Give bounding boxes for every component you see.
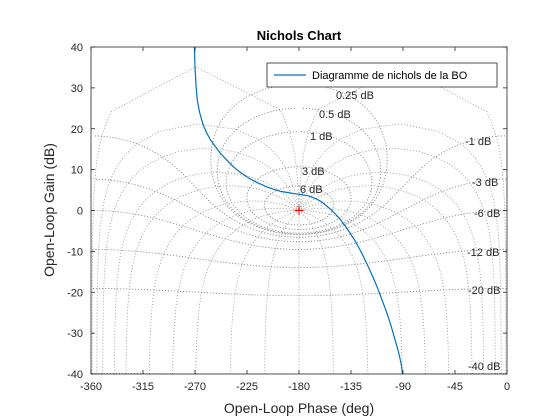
y-tick-label: -40 [67, 369, 83, 381]
x-tick-label: -270 [184, 381, 206, 393]
y-tick-label: 0 [77, 206, 83, 218]
y-tick-label: 10 [71, 165, 83, 177]
m-contour-label: 3 dB [302, 166, 325, 178]
x-tick-label: -360 [80, 381, 102, 393]
y-axis-label: Open-Loop Gain (dB) [41, 143, 57, 277]
m-contour-label: 6 dB [300, 184, 323, 196]
x-tick-label: -180 [288, 381, 310, 393]
m-contour-label: -40 dB [468, 361, 500, 373]
m-contour-label: -6 dB [474, 208, 500, 220]
chart-title: Nichols Chart [257, 28, 342, 43]
x-axis-label: Open-Loop Phase (deg) [224, 400, 374, 416]
m-contour-label: -1 dB [465, 136, 491, 148]
m-contour-label: 0.25 dB [336, 90, 374, 102]
y-tick-label: 20 [71, 124, 83, 136]
x-tick-label: -90 [395, 381, 411, 393]
y-tick-label: 30 [71, 83, 83, 95]
x-tick-label: -225 [236, 381, 258, 393]
y-tick-label: 40 [71, 42, 83, 54]
x-tick-label: 0 [504, 381, 510, 393]
x-tick-label: -315 [132, 381, 154, 393]
y-tick-label: -20 [67, 287, 83, 299]
x-tick-label: -45 [447, 381, 463, 393]
m-contour-label: 0.5 dB [319, 109, 351, 121]
m-contour-label: -12 dB [467, 247, 499, 259]
legend-entry-label: Diagramme de nichols de la BO [312, 70, 468, 82]
y-tick-label: -30 [67, 328, 83, 340]
y-tick-label: -10 [67, 246, 83, 258]
m-contour-label: 1 dB [310, 131, 333, 143]
legend: Diagramme de nichols de la BO [267, 63, 497, 87]
m-contour-label: -20 dB [468, 285, 500, 297]
x-tick-label: -135 [340, 381, 362, 393]
m-contour-label: -3 dB [472, 177, 498, 189]
